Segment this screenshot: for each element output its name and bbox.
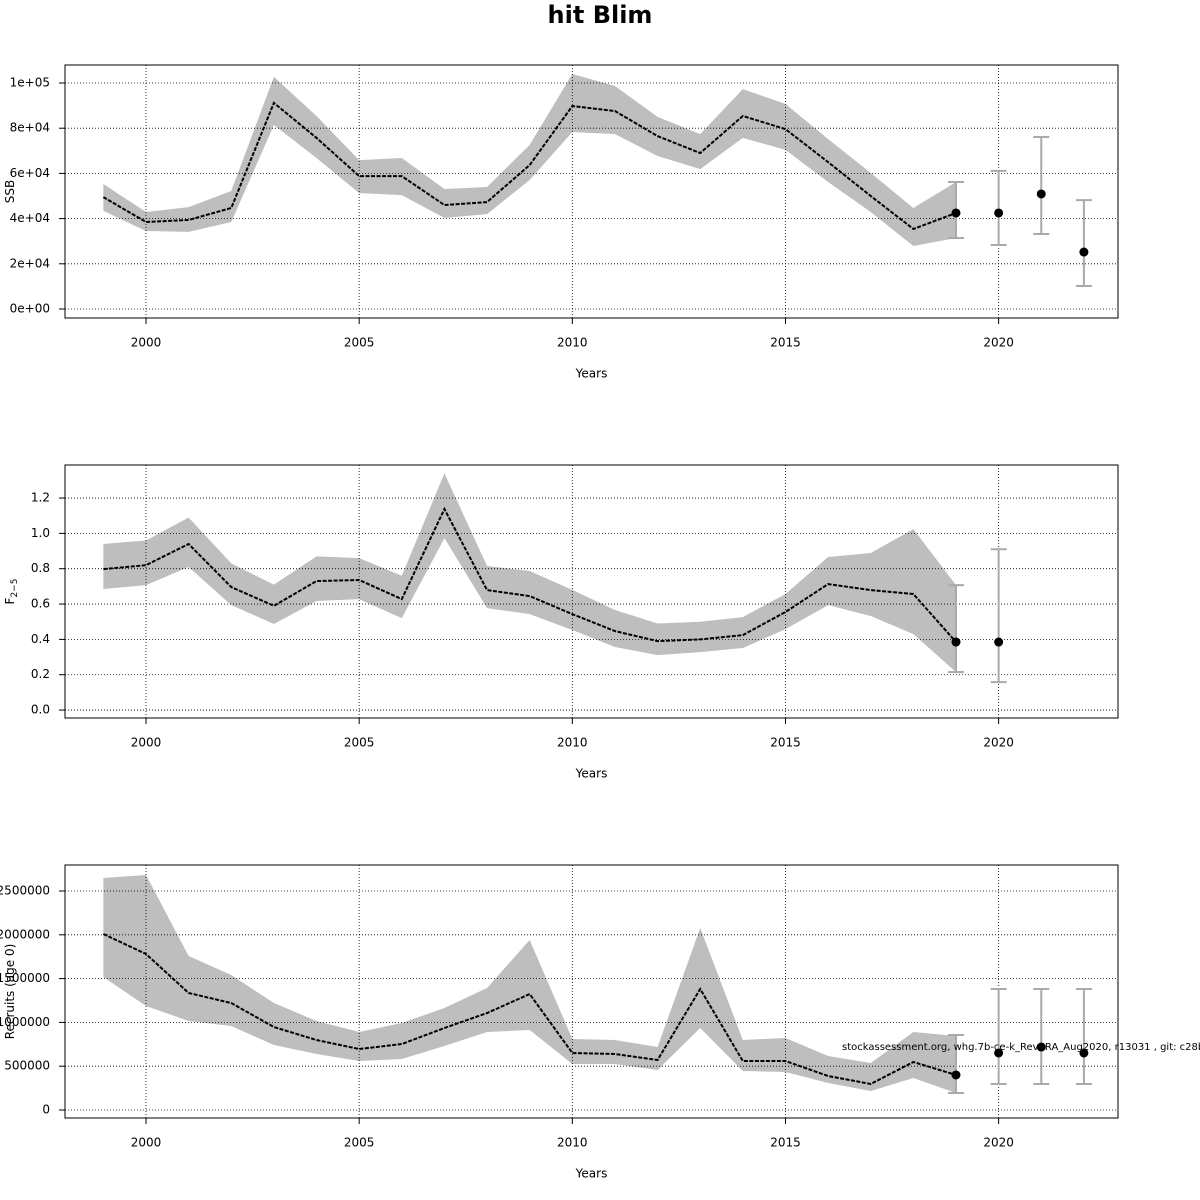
point xyxy=(994,1048,1004,1058)
point xyxy=(1036,189,1046,199)
x-axis-label: Years xyxy=(575,1167,608,1181)
y-tick-label: 2000000 xyxy=(0,927,50,941)
y-axis-label: SSB xyxy=(3,180,17,203)
x-tick-label: 2010 xyxy=(557,336,588,350)
y-axis-label: F2−5 xyxy=(3,579,20,605)
point xyxy=(1079,247,1089,257)
point xyxy=(1036,1042,1046,1052)
x-tick-label: 2015 xyxy=(770,1136,801,1150)
estimate-line xyxy=(102,101,957,231)
x-tick-label: 2005 xyxy=(344,336,375,350)
y-tick-label: 0.8 xyxy=(31,561,50,575)
point xyxy=(951,637,961,647)
x-tick-label: 2020 xyxy=(983,736,1014,750)
y-axis-label-main: SSB xyxy=(3,180,17,203)
confidence-band xyxy=(103,874,957,1094)
y-tick-label: 2500000 xyxy=(0,883,50,897)
x-axis-label: Years xyxy=(575,367,608,381)
plot-frame xyxy=(64,864,1119,1119)
estimate-line xyxy=(102,933,957,1086)
y-tick-label: 0.6 xyxy=(31,597,50,611)
point xyxy=(951,1070,961,1080)
x-tick-label: 2020 xyxy=(983,1136,1014,1150)
y-axis-label-main: F xyxy=(3,597,17,604)
annotation: stockassessment.org, whg.7b-ce-k_RevSRA_… xyxy=(842,1042,1200,1053)
y-tick-label: 6e+04 xyxy=(10,166,50,180)
x-tick-label: 2005 xyxy=(344,736,375,750)
y-tick-label: 1000000 xyxy=(0,1015,50,1029)
point xyxy=(951,208,961,218)
y-tick-label: 4e+04 xyxy=(10,211,50,225)
y-tick-label: 2e+04 xyxy=(10,256,50,270)
figure-title: hit Blim xyxy=(548,1,653,29)
confidence-band xyxy=(103,473,957,673)
y-tick-label: 500000 xyxy=(4,1059,50,1073)
x-tick-label: 2020 xyxy=(983,336,1014,350)
x-tick-label: 2000 xyxy=(131,736,162,750)
y-tick-label: 1.2 xyxy=(31,491,50,505)
point xyxy=(994,637,1004,647)
y-axis-label-subscript: 2−5 xyxy=(10,579,20,598)
x-tick-label: 2000 xyxy=(131,336,162,350)
y-axis-label-main: Recruits (age 0) xyxy=(3,944,17,1040)
plot-frame xyxy=(64,64,1119,319)
x-tick-label: 2010 xyxy=(557,736,588,750)
x-tick-label: 2005 xyxy=(344,1136,375,1150)
y-axis-label: Recruits (age 0) xyxy=(3,944,17,1040)
y-tick-label: 0 xyxy=(42,1103,50,1117)
y-tick-label: 8e+04 xyxy=(10,121,50,135)
y-tick-label: 1e+05 xyxy=(10,76,50,90)
x-tick-label: 2015 xyxy=(770,736,801,750)
y-tick-label: 1.0 xyxy=(31,526,50,540)
y-tick-label: 0.2 xyxy=(31,667,50,681)
y-tick-label: 1500000 xyxy=(0,971,50,985)
y-tick-label: 0.0 xyxy=(31,703,50,717)
plot-frame xyxy=(64,464,1119,719)
y-tick-label: 0e+00 xyxy=(10,302,50,316)
x-tick-label: 2015 xyxy=(770,336,801,350)
x-tick-label: 2010 xyxy=(557,1136,588,1150)
x-axis-label: Years xyxy=(575,767,608,781)
y-tick-label: 0.4 xyxy=(31,632,50,646)
point xyxy=(994,208,1004,218)
estimate-line xyxy=(103,506,957,643)
point xyxy=(1079,1048,1089,1058)
x-tick-label: 2000 xyxy=(131,1136,162,1150)
